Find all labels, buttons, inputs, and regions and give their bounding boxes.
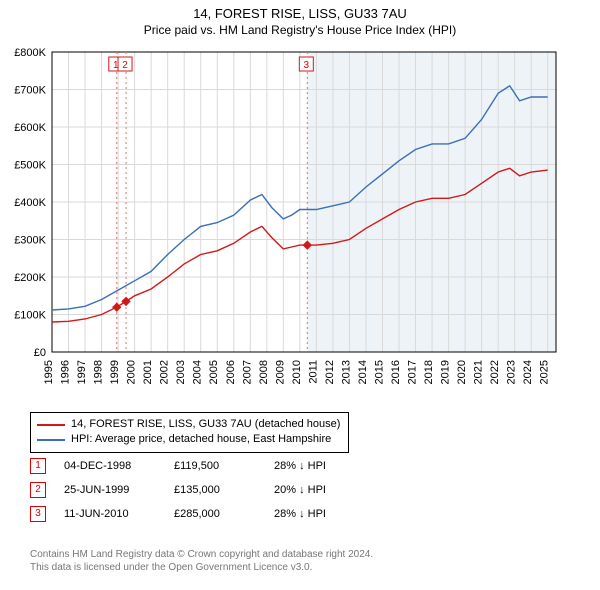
sale-date: 11-JUN-2010 [64,508,174,520]
x-tick-label: 2006 [225,360,237,384]
sale-row: 2 25-JUN-1999£135,00020% ↓ HPI [30,482,326,498]
x-tick-label: 2020 [456,360,468,384]
x-tick-label: 2025 [539,360,551,384]
x-tick-label: 2009 [274,360,286,384]
x-tick-label: 2017 [407,360,419,384]
x-tick-label: 2001 [142,360,154,384]
sale-date: 25-JUN-1999 [64,484,174,496]
y-tick-label: £300K [14,235,46,247]
sale-row-badge: 2 [30,482,46,498]
sales-list: 104-DEC-1998£119,50028% ↓ HPI225-JUN-199… [30,458,326,530]
x-tick-label: 1998 [93,360,105,384]
attribution-line1: Contains HM Land Registry data © Crown c… [30,548,373,561]
chart-subtitle: Price paid vs. HM Land Registry's House … [0,23,600,39]
x-tick-label: 1995 [43,360,55,384]
legend-item: 14, FOREST RISE, LISS, GU33 7AU (detache… [37,417,340,432]
x-tick-label: 2003 [175,360,187,384]
x-tick-label: 2016 [390,360,402,384]
sale-date: 04-DEC-1998 [64,460,174,472]
x-tick-label: 2004 [192,360,204,384]
sale-delta: 28% ↓ HPI [274,508,326,520]
y-tick-label: £800K [14,47,46,59]
x-tick-label: 2005 [208,360,220,384]
x-tick-label: 2011 [307,360,319,384]
y-tick-label: £100K [14,310,46,322]
legend-box: 14, FOREST RISE, LISS, GU33 7AU (detache… [30,412,349,453]
x-tick-label: 2012 [324,360,336,384]
page-root: 14, FOREST RISE, LISS, GU33 7AU Price pa… [0,0,600,590]
sale-delta: 28% ↓ HPI [274,460,326,472]
y-tick-label: £600K [14,122,46,134]
x-tick-label: 2000 [126,360,138,384]
x-tick-label: 2007 [241,360,253,384]
x-tick-label: 2018 [423,360,435,384]
legend-swatch [37,439,65,441]
legend-item: HPI: Average price, detached house, East… [37,432,340,447]
attribution-line2: This data is licensed under the Open Gov… [30,561,373,574]
sale-badge-2: 2 [122,60,128,71]
x-tick-label: 2022 [489,360,501,384]
x-tick-label: 1999 [109,360,121,384]
x-tick-label: 2002 [159,360,171,384]
chart-title: 14, FOREST RISE, LISS, GU33 7AU [0,6,600,23]
sale-row-badge: 3 [30,506,46,522]
attribution-text: Contains HM Land Registry data © Crown c… [30,548,373,574]
x-tick-label: 2024 [522,360,534,384]
legend-label: 14, FOREST RISE, LISS, GU33 7AU (detache… [71,417,340,432]
x-tick-label: 2023 [506,360,518,384]
y-tick-label: £500K [14,160,46,172]
y-tick-label: £0 [34,347,46,359]
sale-row: 3 11-JUN-2010£285,00028% ↓ HPI [30,506,326,522]
sale-badge-3: 3 [304,60,310,71]
y-tick-label: £700K [14,85,46,97]
sale-price: £135,000 [174,484,274,496]
x-tick-label: 2010 [291,360,303,384]
sale-price: £285,000 [174,508,274,520]
x-tick-label: 1997 [76,360,88,384]
x-tick-label: 2021 [473,360,485,384]
sale-row: 1 04-DEC-1998£119,50028% ↓ HPI [30,458,326,474]
legend-swatch [37,424,65,426]
x-tick-label: 2014 [357,360,369,384]
titles-block: 14, FOREST RISE, LISS, GU33 7AU Price pa… [0,0,600,38]
price-chart: £0 £100K £200K £300K £400K £500K £600K £700K £80… [0,42,600,402]
x-tick-label: 2019 [440,360,452,384]
x-tick-label: 2008 [258,360,270,384]
sale-delta: 20% ↓ HPI [274,484,326,496]
y-tick-label: £200K [14,272,46,284]
x-tick-label: 2015 [373,360,385,384]
y-tick-label: £400K [14,197,46,209]
sale-price: £119,500 [174,460,274,472]
x-tick-label: 1996 [60,360,72,384]
sale-row-badge: 1 [30,458,46,474]
legend-label: HPI: Average price, detached house, East… [71,432,331,447]
x-tick-label: 2013 [340,360,352,384]
